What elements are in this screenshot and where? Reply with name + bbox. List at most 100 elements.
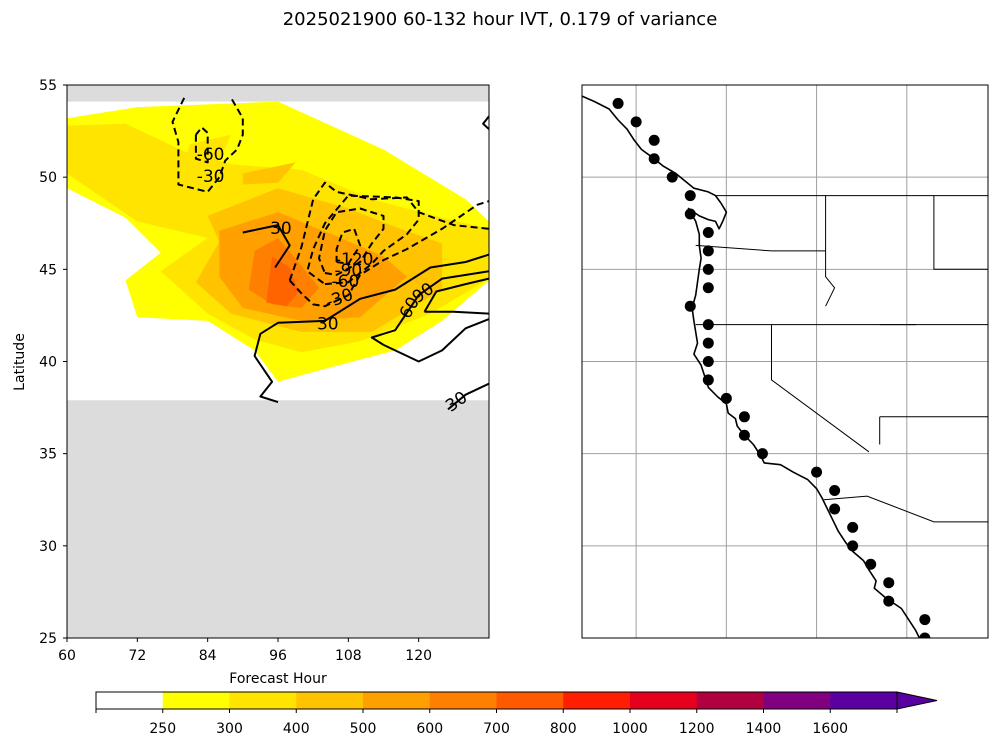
colorbar-cell — [763, 692, 831, 709]
station-point — [847, 521, 859, 533]
station-point — [648, 134, 660, 146]
state-border — [823, 495, 988, 523]
colorbar-cell — [429, 692, 497, 709]
station-point — [738, 411, 750, 423]
station-point — [756, 448, 768, 460]
y-tick-label: 25 — [39, 631, 57, 647]
y-tick-label: 35 — [39, 447, 57, 463]
station-point — [720, 392, 732, 404]
contour-line-30 — [447, 382, 489, 411]
state-border — [771, 324, 870, 453]
x-axis-label: Forecast Hour — [229, 671, 327, 687]
station-point — [702, 374, 714, 386]
ivt-fill-700 — [266, 256, 299, 307]
station-point — [612, 97, 624, 109]
station-point — [829, 485, 841, 497]
map-gridlines — [582, 85, 988, 638]
colorbar-tick-label: 600 — [416, 721, 443, 737]
colorbar-cell — [630, 692, 698, 709]
colorbar-cell — [96, 692, 164, 709]
colorbar-tick-label: 500 — [350, 721, 377, 737]
x-tick-label: 60 — [58, 648, 76, 664]
station-point — [829, 503, 841, 515]
station-point — [630, 116, 642, 128]
map-frame — [581, 84, 989, 639]
contour-line-60 — [383, 318, 489, 363]
filled-contour-layer — [67, 101, 489, 382]
colorbar-cell — [496, 692, 564, 709]
contour-line--120 — [335, 227, 362, 265]
station-point — [684, 300, 696, 312]
station-point — [702, 226, 714, 238]
station-map-panel — [581, 84, 989, 639]
contour-line-90 — [423, 277, 489, 313]
contour-label: -90 — [334, 261, 362, 281]
colorbar-cell — [363, 692, 431, 709]
contour-label: -120 — [335, 250, 374, 270]
station-point — [811, 466, 823, 478]
colorbar-tick-label: 700 — [483, 721, 510, 737]
contour-line-30 — [242, 224, 291, 269]
station-point — [702, 263, 714, 275]
contour-line-90 — [424, 310, 489, 315]
coastline-line — [582, 95, 921, 638]
station-point — [702, 282, 714, 294]
x-tick-label: 72 — [128, 648, 146, 664]
y-axis-ticks: 25 30 35 40 45 50 55 — [39, 78, 67, 647]
line-contour-layer — [171, 97, 489, 411]
station-point — [702, 356, 714, 367]
contour-label: 30 — [317, 315, 339, 335]
ivt-fill-400 — [242, 162, 296, 185]
colorbar-extend-arrow — [896, 691, 938, 710]
contour-line--30 — [288, 200, 489, 308]
colorbar: 250 300 400 500 600 700 800 1000 1200 1400 1600 — [95, 691, 938, 737]
colorbar-tick-label: 1200 — [679, 721, 715, 737]
station-point — [883, 577, 895, 589]
missing-data-region — [67, 85, 489, 102]
colorbar-tick-label: 1000 — [612, 721, 648, 737]
station-point — [702, 337, 714, 349]
colorbar-tick-label: 300 — [216, 721, 243, 737]
x-tick-label: 108 — [335, 648, 362, 664]
colorbar-cell — [296, 692, 364, 709]
colorbar-cell — [563, 692, 631, 709]
state-borders — [695, 195, 988, 523]
station-point — [702, 319, 714, 331]
station-point — [648, 153, 660, 165]
state-border — [825, 195, 836, 307]
contour-line-30 — [253, 253, 489, 404]
colorbar-cell — [696, 692, 764, 709]
figure-title: 2025021900 60-132 hour IVT, 0.179 of var… — [282, 9, 718, 30]
colorbar-ticks: 250 300 400 500 600 700 800 1000 1200 1400 1600 — [95, 709, 898, 737]
coastline — [582, 95, 921, 638]
missing-data-layer — [67, 85, 489, 638]
y-axis-label: Latitude — [12, 333, 28, 391]
station-point — [702, 245, 714, 257]
x-tick-label: 84 — [199, 648, 217, 664]
station-point — [684, 190, 696, 202]
y-tick-label: 55 — [39, 78, 57, 94]
colorbar-tick-label: 250 — [149, 721, 176, 737]
y-tick-label: 45 — [39, 262, 57, 278]
x-axis-ticks: 60 72 84 96 108 120 — [58, 638, 432, 664]
colorbar-tick-label: 1600 — [812, 721, 848, 737]
state-border — [933, 195, 988, 270]
contour-line--90 — [318, 207, 385, 276]
station-point — [738, 429, 750, 441]
contour-label: -30 — [197, 167, 225, 187]
missing-data-region — [67, 400, 489, 638]
contour-line-30 — [482, 115, 489, 130]
contour-label: -60 — [197, 145, 225, 165]
station-markers — [612, 97, 931, 638]
colorbar-tick-label: 1400 — [746, 721, 782, 737]
contour-line--60 — [306, 194, 420, 286]
colorbar-cell — [229, 692, 297, 709]
contour-label: -60 — [332, 272, 360, 292]
contour-label: 30 — [270, 219, 292, 239]
colorbar-cell — [162, 692, 230, 709]
station-point — [847, 540, 859, 552]
colorbar-tick-label: 400 — [283, 721, 310, 737]
